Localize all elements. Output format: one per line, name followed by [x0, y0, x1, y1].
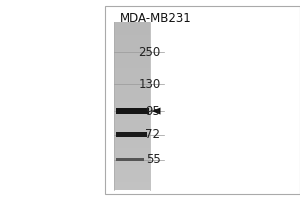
Bar	[114, 81, 150, 85]
Bar	[114, 135, 150, 140]
Bar	[114, 77, 150, 81]
Bar	[114, 72, 150, 77]
Text: 55: 55	[146, 153, 160, 166]
Bar	[116, 158, 144, 161]
Bar	[114, 22, 150, 26]
Bar	[114, 85, 150, 89]
Bar	[114, 173, 150, 177]
Bar	[114, 165, 150, 169]
Bar	[114, 169, 150, 173]
Bar	[114, 68, 150, 72]
Bar	[114, 131, 150, 135]
Bar	[105, 6, 300, 194]
Bar	[114, 102, 150, 106]
Bar	[114, 152, 150, 156]
Bar	[116, 132, 147, 137]
Bar	[114, 89, 150, 93]
Bar	[114, 127, 150, 131]
Bar	[114, 98, 150, 102]
Bar	[114, 39, 150, 43]
Bar	[114, 35, 150, 39]
Text: 250: 250	[138, 46, 160, 59]
Bar	[114, 140, 150, 144]
Bar	[114, 144, 150, 148]
Bar	[114, 177, 150, 182]
Bar	[114, 60, 150, 64]
Bar	[114, 47, 150, 51]
Bar	[114, 156, 150, 161]
Bar	[114, 51, 150, 56]
Bar	[114, 148, 150, 152]
Bar	[114, 43, 150, 47]
Bar	[114, 30, 150, 35]
Text: 72: 72	[146, 128, 160, 141]
Bar	[114, 186, 150, 190]
Text: 130: 130	[138, 78, 160, 91]
Text: 95: 95	[146, 105, 160, 118]
Bar	[114, 119, 150, 123]
Bar	[114, 123, 150, 127]
Bar	[114, 114, 150, 119]
Bar	[114, 64, 150, 68]
Bar	[114, 106, 150, 110]
Text: MDA-MB231: MDA-MB231	[120, 12, 192, 25]
Bar	[114, 110, 150, 114]
Bar	[114, 26, 150, 30]
Bar	[116, 108, 148, 114]
Bar	[114, 161, 150, 165]
Polygon shape	[152, 108, 160, 115]
Bar	[114, 93, 150, 98]
Bar	[114, 182, 150, 186]
Bar	[114, 56, 150, 60]
